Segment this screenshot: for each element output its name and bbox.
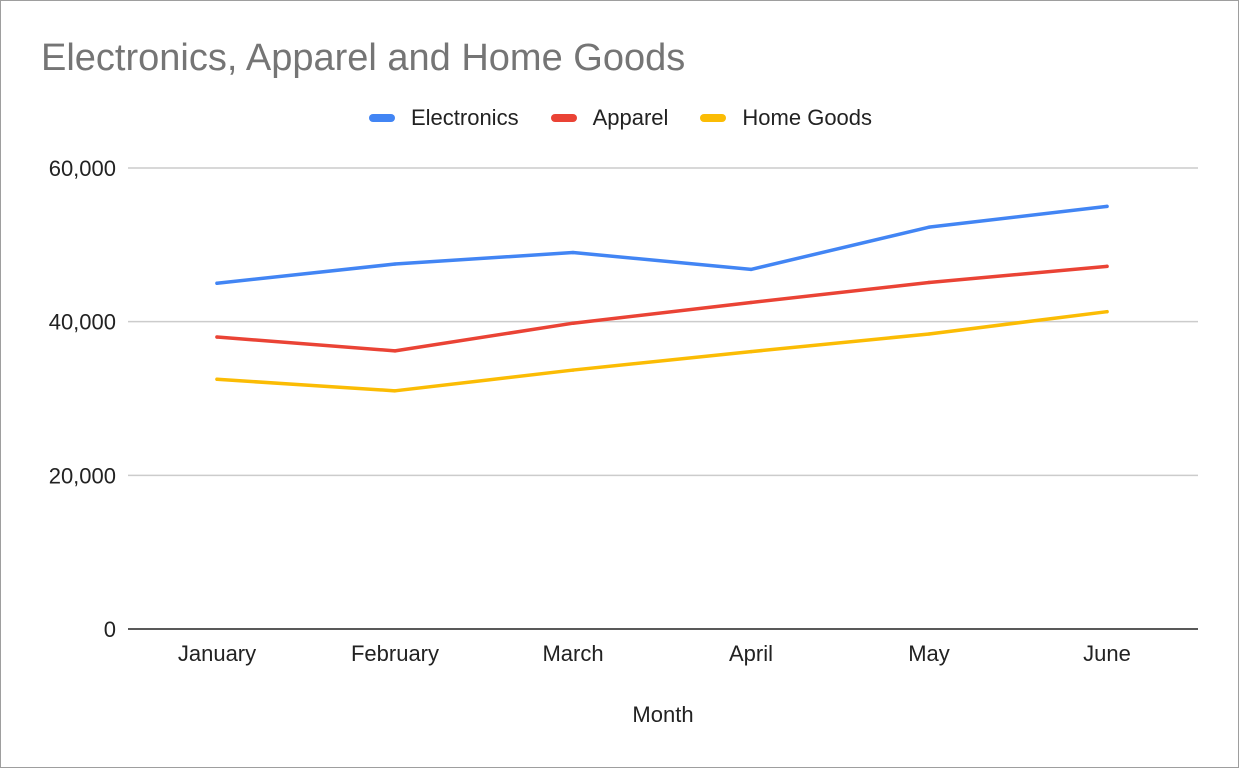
legend-item-home-goods[interactable]: Home Goods <box>700 105 872 131</box>
data-point-apparel[interactable] <box>393 349 397 353</box>
data-point-electronics[interactable] <box>215 281 219 285</box>
y-tick-label: 20,000 <box>49 463 116 488</box>
data-point-electronics[interactable] <box>393 262 397 266</box>
x-tick-label: January <box>178 641 256 666</box>
x-tick-label: June <box>1083 641 1131 666</box>
legend-label-electronics: Electronics <box>410 105 519 130</box>
data-point-home-goods[interactable] <box>215 377 219 381</box>
y-axis-tick-labels: 0 20,000 40,000 60,000 <box>49 156 116 642</box>
x-tick-label: May <box>908 641 950 666</box>
y-tick-label: 40,000 <box>49 310 116 335</box>
y-tick-label: 0 <box>104 617 116 642</box>
legend-label-apparel: Apparel <box>592 105 669 130</box>
data-point-electronics[interactable] <box>1105 204 1109 209</box>
data-point-apparel[interactable] <box>571 321 575 325</box>
x-axis-title: Month <box>632 702 693 727</box>
data-point-apparel[interactable] <box>927 280 931 285</box>
series-line-apparel[interactable] <box>215 264 1109 353</box>
data-point-home-goods[interactable] <box>571 368 575 372</box>
y-tick-label: 60,000 <box>49 156 116 181</box>
chart-title: Electronics, Apparel and Home Goods <box>41 37 686 79</box>
series-lines <box>215 204 1109 393</box>
data-point-home-goods[interactable] <box>927 332 931 336</box>
data-point-apparel[interactable] <box>215 335 219 339</box>
legend-swatch-apparel <box>550 114 577 122</box>
data-point-apparel[interactable] <box>749 300 753 305</box>
legend-swatch-home-goods <box>700 114 727 122</box>
legend-item-electronics[interactable]: Electronics <box>368 105 519 131</box>
legend-swatch-electronics <box>368 114 395 122</box>
legend-item-apparel[interactable]: Apparel <box>550 105 669 131</box>
data-point-home-goods[interactable] <box>749 349 753 354</box>
series-line-electronics[interactable] <box>215 204 1109 285</box>
data-point-electronics[interactable] <box>571 250 575 255</box>
x-tick-label: February <box>351 641 439 666</box>
data-point-electronics[interactable] <box>927 225 931 229</box>
x-tick-label: March <box>542 641 603 666</box>
x-axis-tick-labels: January February March April May June <box>178 641 1131 666</box>
data-point-electronics[interactable] <box>749 267 753 272</box>
series-line-home-goods[interactable] <box>215 309 1109 393</box>
legend-label-home-goods: Home Goods <box>742 105 873 130</box>
legend: Electronics Apparel Home Goods <box>1 105 1239 131</box>
data-point-apparel[interactable] <box>1105 264 1109 269</box>
data-point-home-goods[interactable] <box>393 389 397 393</box>
x-tick-label: April <box>729 641 773 666</box>
data-point-home-goods[interactable] <box>1105 309 1109 314</box>
